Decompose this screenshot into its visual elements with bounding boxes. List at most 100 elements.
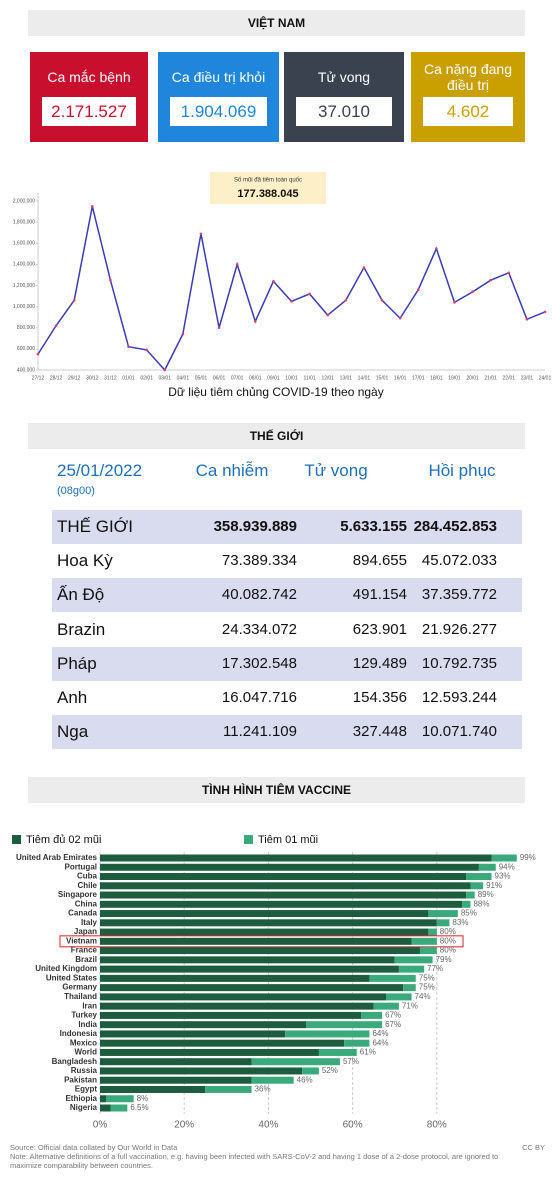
bar-segment (478, 863, 496, 871)
row-value: 894.655 (352, 552, 407, 570)
table-row (52, 715, 522, 750)
data-point (54, 324, 58, 327)
card-label: Tử vong (317, 69, 371, 85)
table-row (52, 578, 522, 613)
x-tick-label: 21/01 (484, 375, 497, 381)
x-tick-label: 18/01 (430, 375, 443, 381)
category-label: Singapore (58, 890, 98, 899)
data-point (272, 279, 275, 283)
row-name: Pháp (57, 653, 97, 673)
row-value: 284.452.853 (413, 518, 497, 535)
bar-segment (398, 965, 425, 973)
row-value: 327.448 (352, 723, 407, 741)
category-label: Egypt (75, 1085, 98, 1094)
column-header: Hồi phục (428, 461, 496, 480)
row-value: 37.359.772 (421, 586, 497, 604)
category-label: World (74, 1048, 97, 1057)
total-label: 85% (461, 909, 477, 918)
total-label: 80% (440, 946, 456, 955)
total-label: 52% (322, 1066, 338, 1075)
card-value: 37.010 (296, 97, 392, 126)
data-point (326, 313, 330, 317)
card-label: Ca mắc bệnh (47, 69, 131, 85)
annotation-value: 177.388.045 (237, 188, 298, 200)
category-label: China (75, 899, 98, 908)
total-label: 80% (440, 936, 456, 945)
bar-segment (100, 928, 429, 936)
bar-segment (100, 956, 395, 964)
data-point (453, 301, 456, 304)
x-tick-label: 40% (258, 1120, 278, 1131)
category-label: Brazil (75, 955, 97, 964)
category-label: Germany (62, 983, 97, 992)
bar-segment (100, 1002, 374, 1010)
total-label: 79% (436, 955, 452, 964)
total-label: 6.5% (130, 1103, 148, 1112)
data-point (199, 232, 203, 236)
table-row (52, 510, 522, 544)
x-tick-label: 17/01 (412, 375, 425, 381)
x-tick-label: 14/01 (358, 375, 371, 381)
x-tick-label: 07/01 (231, 375, 244, 381)
row-name: Hoa Kỳ (57, 551, 113, 571)
category-label: Cuba (77, 872, 98, 881)
category-label: Mexico (70, 1038, 97, 1047)
section-header: THẾ GIỚI (28, 423, 525, 449)
x-tick-label: 15/01 (376, 375, 389, 381)
data-point (36, 352, 40, 356)
bar-segment (318, 1048, 357, 1056)
x-tick-label: 12/01 (321, 375, 334, 381)
bar-segment (100, 873, 467, 881)
row-value: 623.901 (352, 620, 407, 638)
bar-segment (205, 1085, 252, 1093)
total-label: 71% (402, 1001, 418, 1010)
source-text: Source: Official data collated by Our Wo… (10, 1143, 178, 1152)
note-text: Note: Alternative definitions of a full … (10, 1152, 499, 1170)
row-value: 40.082.742 (221, 586, 297, 604)
stat-card: Ca nặng đang điều trị 4.602 (411, 52, 525, 142)
total-label: 83% (452, 918, 468, 927)
row-name: Nga (57, 722, 89, 742)
x-tick-label: 02/01 (140, 375, 153, 381)
category-label: Nigeria (70, 1103, 98, 1112)
bar-segment (100, 1058, 252, 1066)
row-value: 73.389.334 (221, 552, 297, 570)
annotation-label: Số mũi đã tiêm toàn quốc (234, 178, 302, 184)
bar-segment (100, 937, 412, 945)
row-value: 10.071.740 (421, 723, 497, 741)
x-tick-label: 19/01 (448, 375, 461, 381)
category-label: Chile (77, 881, 97, 890)
legend-label: Tiêm 01 mũi (258, 834, 318, 846)
row-value: 154.356 (352, 689, 407, 706)
total-label: 77% (427, 964, 443, 973)
legend-swatch (12, 835, 21, 844)
chart-caption: Dữ liệu tiêm chủng COVID-19 theo ngày (168, 385, 383, 399)
x-tick-label: 80% (427, 1120, 447, 1131)
bar-segment (306, 1021, 383, 1029)
row-value: 358.939.889 (213, 518, 297, 535)
total-label: 67% (385, 1020, 401, 1029)
data-point (525, 318, 529, 321)
bar-segment (491, 854, 517, 862)
card-value: 2.171.527 (42, 97, 136, 126)
row-value: 12.593.244 (421, 689, 497, 706)
bar-segment (100, 910, 429, 918)
row-value: 491.154 (352, 586, 407, 604)
x-tick-label: 29/12 (68, 375, 81, 381)
category-label: Pakistan (64, 1075, 97, 1084)
x-tick-label: 16/01 (394, 375, 407, 381)
row-value: 16.047.716 (221, 689, 297, 706)
row-name: Brazin (57, 619, 106, 639)
data-point (308, 292, 311, 296)
total-label: 64% (372, 1029, 388, 1038)
category-label: Iran (82, 1001, 97, 1010)
x-tick-label: 01/01 (122, 375, 135, 381)
card-value: 1.904.069 (170, 97, 267, 126)
bar-segment (100, 947, 420, 955)
bar-segment (100, 919, 437, 927)
category-label: United Kingdom (35, 964, 97, 973)
bar-segment (100, 984, 404, 992)
x-tick-label: 27/12 (32, 375, 45, 381)
data-point (145, 348, 148, 352)
row-name: Ấn Độ (57, 585, 105, 605)
